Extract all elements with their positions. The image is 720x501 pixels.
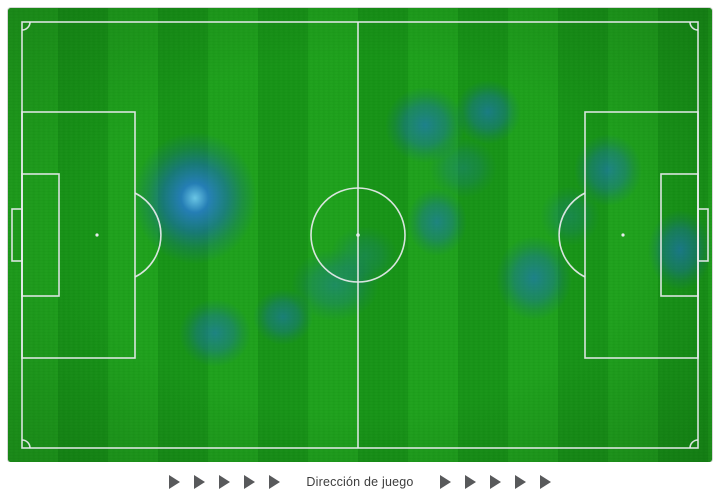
centre-spot — [356, 233, 360, 237]
play-arrow-icon — [539, 474, 551, 489]
football-pitch — [8, 8, 712, 462]
left-bottom-corner-arc — [21, 439, 31, 449]
play-arrow-icon — [194, 474, 206, 489]
direction-arrows-right — [439, 474, 551, 489]
pitch-markings — [8, 8, 712, 462]
pitch-boundary — [21, 21, 699, 449]
pitch-vignette — [8, 8, 712, 462]
left-penalty-arc — [134, 192, 162, 278]
right-bottom-corner-arc — [689, 439, 699, 449]
left-goal-area — [21, 173, 60, 297]
play-arrow-icon — [219, 474, 231, 489]
right-top-corner-arc — [689, 21, 699, 31]
centre-circle — [310, 187, 406, 283]
direction-of-play-label: Dirección de juego — [306, 474, 414, 489]
right-goal-area — [660, 173, 699, 297]
play-arrow-icon — [439, 474, 451, 489]
heat-blob — [496, 236, 572, 320]
play-arrow-icon — [514, 474, 526, 489]
heat-blob — [133, 132, 257, 264]
heat-blob — [648, 210, 712, 290]
direction-of-play-bar: Dirección de juego — [0, 462, 720, 501]
heat-blob — [540, 186, 600, 246]
heat-blob — [253, 289, 313, 345]
direction-arrows-left — [169, 474, 281, 489]
left-top-corner-arc — [21, 21, 31, 31]
play-arrow-icon — [464, 474, 476, 489]
play-arrow-icon — [244, 474, 256, 489]
heat-blob — [179, 299, 251, 367]
right-penalty-arc — [558, 192, 586, 278]
heatmap-layer — [8, 8, 712, 462]
play-arrow-icon — [489, 474, 501, 489]
heat-blob — [291, 249, 379, 321]
heat-blob — [330, 226, 398, 286]
play-arrow-icon — [269, 474, 281, 489]
heat-blob — [455, 80, 521, 144]
heat-blob — [385, 87, 465, 163]
pitch-turf-texture — [8, 8, 712, 462]
heat-blob — [407, 188, 467, 256]
left-penalty-spot — [95, 233, 99, 237]
play-arrow-icon — [169, 474, 181, 489]
left-penalty-area — [21, 111, 136, 359]
right-goal — [697, 208, 709, 262]
pitch-turf-stripes — [8, 8, 712, 462]
right-penalty-area — [584, 111, 699, 359]
left-goal — [11, 208, 23, 262]
right-penalty-spot — [621, 233, 625, 237]
heat-blob — [429, 138, 497, 198]
